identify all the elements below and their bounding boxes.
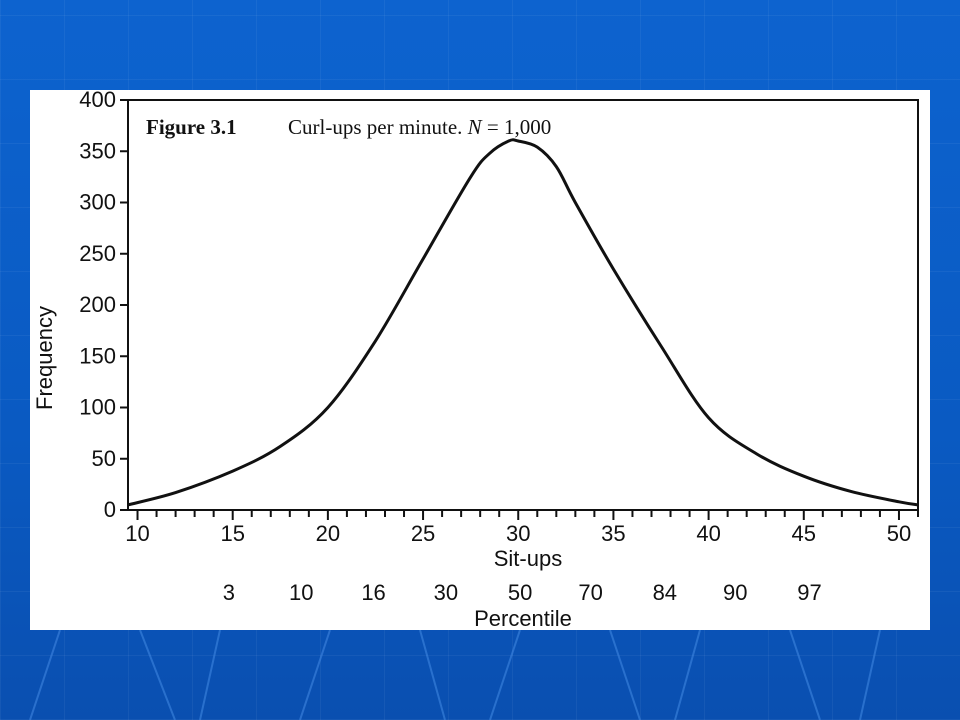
y-tick-label: 200 [79, 292, 116, 317]
x-axis-ticks: 10 15 20 25 30 35 40 45 50 [125, 510, 919, 546]
percentile-label: 10 [289, 580, 313, 605]
x-tick-label: 25 [411, 521, 435, 546]
percentile-label: 50 [508, 580, 532, 605]
percentile-label: 84 [653, 580, 677, 605]
x-tick-label: 20 [316, 521, 340, 546]
x-tick-label: 45 [792, 521, 816, 546]
x-tick-label: 35 [601, 521, 625, 546]
x-tick-label: 50 [887, 521, 911, 546]
x-axis-title: Sit-ups [494, 546, 562, 571]
y-tick-label: 50 [92, 446, 116, 471]
x-tick-label: 10 [125, 521, 149, 546]
y-tick-label: 300 [79, 190, 116, 215]
x-tick-label: 40 [696, 521, 720, 546]
percentile-label: 97 [797, 580, 821, 605]
percentile-label: 16 [361, 580, 385, 605]
plot-frame [127, 99, 919, 511]
percentile-axis-title: Percentile [474, 606, 572, 630]
x-tick-label: 15 [220, 521, 244, 546]
y-tick-label: 0 [104, 497, 116, 522]
x-tick-label: 30 [506, 521, 530, 546]
background-decoration [29, 630, 881, 720]
y-tick-label: 400 [79, 90, 116, 112]
percentile-label: 70 [578, 580, 602, 605]
frequency-curve [127, 138, 919, 507]
percentile-label: 90 [723, 580, 747, 605]
percentile-label: 3 [223, 580, 235, 605]
y-axis-ticks: 0 50 100 150 200 250 300 350 400 [79, 90, 128, 522]
y-tick-label: 350 [79, 138, 116, 163]
percentile-label: 30 [434, 580, 458, 605]
y-tick-label: 250 [79, 241, 116, 266]
figure-caption: Curl-ups per minute. N = 1,000 [288, 115, 551, 139]
y-axis-title: Frequency [32, 306, 57, 410]
y-tick-label: 150 [79, 343, 116, 368]
percentile-labels: 3 10 16 30 50 70 84 90 97 [223, 580, 822, 605]
y-tick-label: 100 [79, 395, 116, 420]
chart-panel: 0 50 100 150 200 250 300 350 400 10 15 20 25 30 35 40 4… [30, 90, 930, 630]
figure-label: Figure 3.1 [146, 115, 237, 139]
